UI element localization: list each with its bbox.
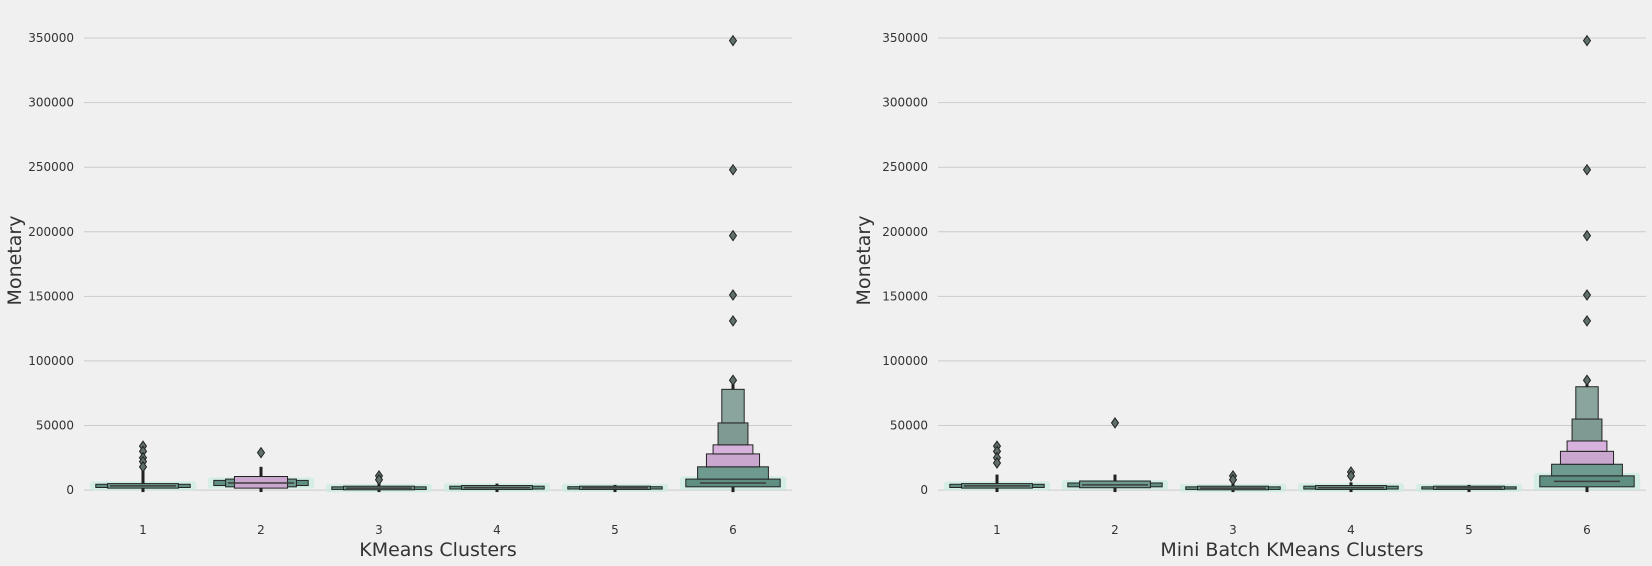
x-tick-label: 6 — [1583, 523, 1591, 537]
outlier-point — [728, 374, 738, 387]
x-tick-label: 5 — [1465, 523, 1473, 537]
boxen-level — [721, 388, 745, 424]
x-tick-label: 4 — [1347, 523, 1355, 537]
y-tick-label: 250000 — [28, 160, 74, 174]
x-tick-label: 6 — [729, 523, 737, 537]
y-tick-label: 0 — [920, 483, 928, 497]
outlier-point — [1110, 417, 1120, 429]
y-tick-label: 200000 — [882, 225, 928, 239]
boxen-level — [1566, 440, 1608, 452]
boxen-cluster-6 — [679, 34, 787, 493]
y-tick-label: 200000 — [28, 225, 74, 239]
y-tick-label: 350000 — [882, 31, 928, 45]
y-tick-label: 0 — [66, 483, 74, 497]
y-tick-label: 300000 — [882, 96, 928, 110]
boxen-cluster-4 — [443, 483, 551, 493]
outlier-point — [728, 34, 738, 47]
boxen-level — [1551, 463, 1623, 477]
boxen-cluster-6 — [1533, 34, 1641, 493]
y-tick-label: 150000 — [882, 289, 928, 303]
boxen-cluster-4 — [1297, 466, 1405, 493]
x-tick-label: 2 — [257, 523, 265, 537]
y-tick-label: 100000 — [882, 354, 928, 368]
x-tick-label: 1 — [993, 523, 1001, 537]
boxen-cluster-2 — [207, 446, 315, 493]
outlier-point — [1582, 163, 1592, 176]
outlier-point — [1582, 229, 1592, 242]
y-tick-label: 300000 — [28, 96, 74, 110]
boxen-level — [705, 453, 761, 468]
boxen-level — [697, 466, 769, 480]
x-tick-label: 4 — [493, 523, 501, 537]
boxen-cluster-5 — [561, 483, 669, 493]
chart-panel-2: 0 50000 100000 150000 200000 250000 300000 3500… — [853, 31, 1646, 561]
outlier-point — [1582, 289, 1592, 301]
boxen-cluster-3 — [1179, 469, 1287, 493]
y-tick-label: 50000 — [36, 418, 74, 432]
outlier-point — [1582, 34, 1592, 47]
boxen-level — [1559, 450, 1615, 465]
outlier-point — [1582, 315, 1592, 327]
outlier-point — [1228, 473, 1238, 486]
x-axis-label: KMeans Clusters — [359, 539, 517, 561]
x-tick-label: 5 — [611, 523, 619, 537]
chart-panel-1: 0 50000 100000 150000 200000 250000 300000 3500… — [4, 31, 792, 561]
outlier-point — [728, 289, 738, 301]
boxen-level — [712, 444, 754, 455]
outlier-point — [728, 229, 738, 242]
outlier-point — [256, 446, 266, 459]
boxen-cluster-1 — [943, 440, 1051, 493]
boxen-level — [1575, 386, 1599, 420]
y-tick-label: 100000 — [28, 354, 74, 368]
outlier-point — [728, 315, 738, 327]
boxen-cluster-2 — [1061, 417, 1169, 493]
outlier-point — [138, 460, 148, 473]
outlier-point — [1346, 469, 1356, 482]
outlier-point — [374, 473, 384, 486]
y-axis-label: Monetary — [853, 216, 875, 306]
boxen-cluster-3 — [325, 469, 433, 493]
y-tick-label: 250000 — [882, 160, 928, 174]
boxen-level — [717, 422, 749, 446]
x-tick-label: 1 — [139, 523, 147, 537]
x-tick-label: 3 — [1229, 523, 1237, 537]
x-tick-label: 2 — [1111, 523, 1119, 537]
outlier-point — [992, 457, 1002, 469]
boxen-level — [1571, 418, 1603, 442]
outlier-point — [1582, 374, 1592, 387]
outlier-point — [728, 163, 738, 176]
boxen-cluster-1 — [89, 440, 197, 493]
y-tick-label: 350000 — [28, 31, 74, 45]
x-axis-label: Mini Batch KMeans Clusters — [1160, 539, 1423, 561]
boxen-cluster-5 — [1415, 483, 1523, 493]
x-tick-label: 3 — [375, 523, 383, 537]
y-tick-label: 150000 — [28, 289, 74, 303]
y-axis-label: Monetary — [4, 216, 26, 306]
y-tick-label: 50000 — [890, 418, 928, 432]
